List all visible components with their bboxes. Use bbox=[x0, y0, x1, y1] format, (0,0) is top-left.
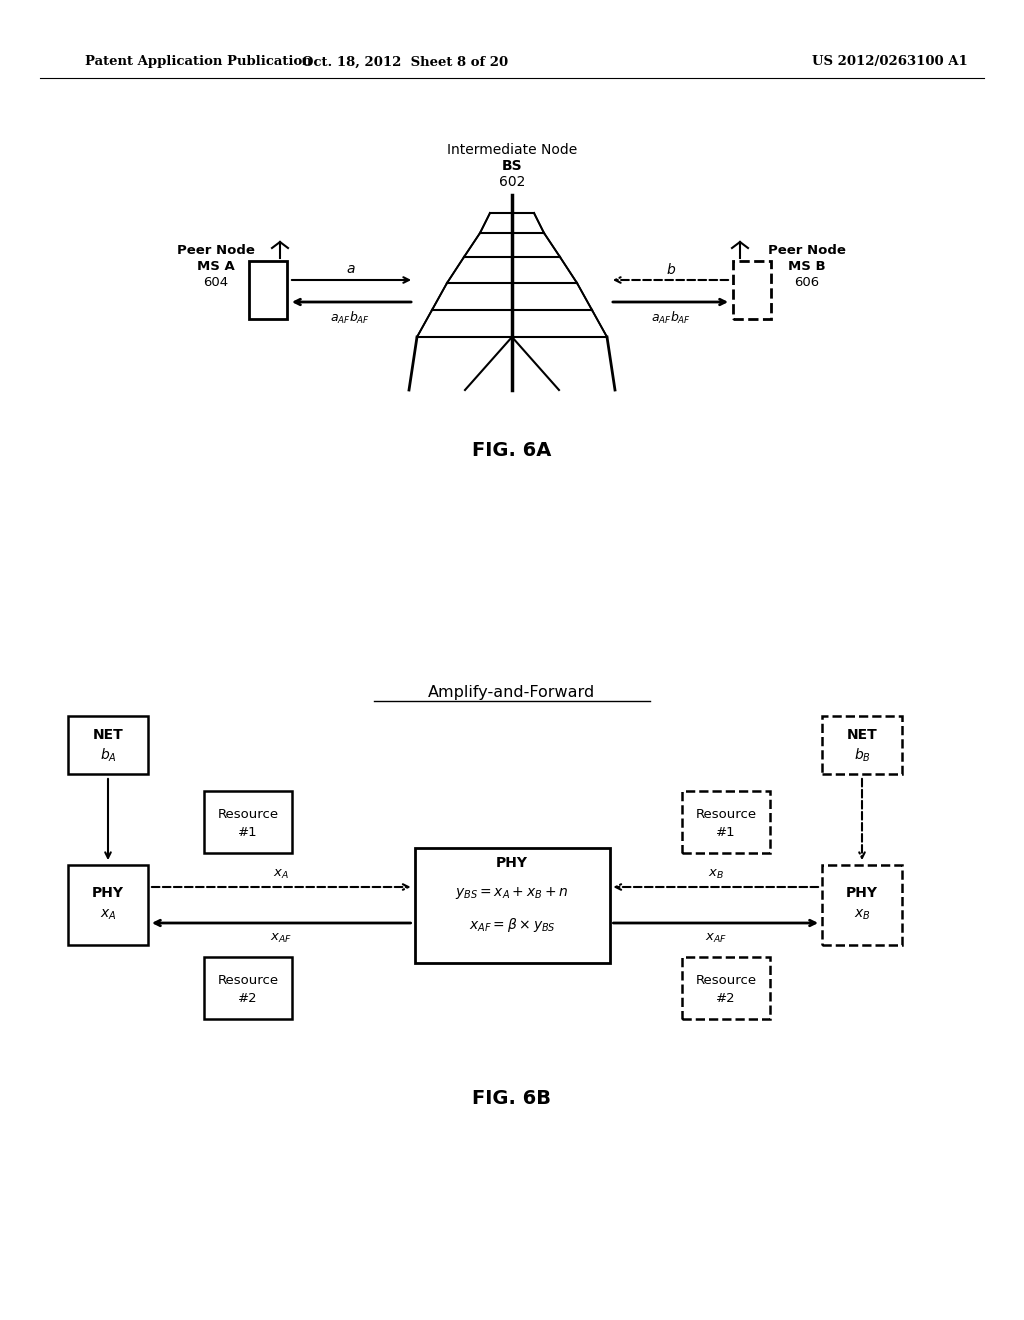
Text: MS B: MS B bbox=[788, 260, 825, 272]
Text: Peer Node: Peer Node bbox=[768, 243, 846, 256]
Bar bbox=[733, 261, 771, 319]
Text: $x_B$: $x_B$ bbox=[854, 908, 870, 923]
Text: $b_A$: $b_A$ bbox=[99, 746, 117, 764]
Text: Resource: Resource bbox=[695, 808, 757, 821]
Text: $x_{AF}$: $x_{AF}$ bbox=[705, 932, 727, 945]
Text: $x_B$: $x_B$ bbox=[708, 867, 724, 880]
Text: $b$: $b$ bbox=[667, 261, 677, 276]
Text: Resource: Resource bbox=[217, 974, 279, 986]
Text: 602: 602 bbox=[499, 176, 525, 189]
Text: #1: #1 bbox=[239, 825, 258, 838]
Bar bbox=[68, 715, 148, 774]
Bar bbox=[68, 865, 148, 945]
Text: $x_A$: $x_A$ bbox=[99, 908, 117, 923]
Text: #1: #1 bbox=[716, 825, 736, 838]
Text: #2: #2 bbox=[716, 991, 736, 1005]
Text: $a_{AF}b_{AF}$: $a_{AF}b_{AF}$ bbox=[331, 310, 371, 326]
Text: Patent Application Publication: Patent Application Publication bbox=[85, 55, 311, 69]
Bar bbox=[249, 261, 287, 319]
Text: MS A: MS A bbox=[198, 260, 234, 272]
Text: PHY: PHY bbox=[92, 886, 124, 900]
Text: $x_A$: $x_A$ bbox=[273, 867, 289, 880]
Text: $b_B$: $b_B$ bbox=[854, 746, 870, 764]
Text: US 2012/0263100 A1: US 2012/0263100 A1 bbox=[812, 55, 968, 69]
Bar bbox=[682, 957, 770, 1019]
Text: Peer Node: Peer Node bbox=[177, 243, 255, 256]
Bar bbox=[822, 865, 902, 945]
Text: $y_{BS} = x_A + x_B + n$: $y_{BS} = x_A + x_B + n$ bbox=[456, 884, 568, 902]
Text: NET: NET bbox=[847, 729, 878, 742]
Text: $a$: $a$ bbox=[346, 261, 355, 276]
Text: Amplify-and-Forward: Amplify-and-Forward bbox=[428, 685, 596, 701]
Text: Oct. 18, 2012  Sheet 8 of 20: Oct. 18, 2012 Sheet 8 of 20 bbox=[302, 55, 508, 69]
Bar bbox=[682, 791, 770, 853]
Text: NET: NET bbox=[92, 729, 123, 742]
Text: Intermediate Node: Intermediate Node bbox=[446, 143, 578, 157]
Text: PHY: PHY bbox=[496, 855, 528, 870]
Text: Resource: Resource bbox=[217, 808, 279, 821]
Bar bbox=[822, 715, 902, 774]
Text: PHY: PHY bbox=[846, 886, 878, 900]
Bar bbox=[204, 791, 292, 853]
Text: FIG. 6A: FIG. 6A bbox=[472, 441, 552, 459]
Text: $x_{AF} = \beta \times y_{BS}$: $x_{AF} = \beta \times y_{BS}$ bbox=[469, 916, 555, 935]
Text: $a_{AF}b_{AF}$: $a_{AF}b_{AF}$ bbox=[651, 310, 691, 326]
Text: BS: BS bbox=[502, 158, 522, 173]
Text: $x_{AF}$: $x_{AF}$ bbox=[270, 932, 292, 945]
Text: 606: 606 bbox=[795, 276, 819, 289]
Text: #2: #2 bbox=[239, 991, 258, 1005]
Bar bbox=[415, 847, 609, 962]
Text: 604: 604 bbox=[204, 276, 228, 289]
Text: Resource: Resource bbox=[695, 974, 757, 986]
Bar bbox=[204, 957, 292, 1019]
Text: FIG. 6B: FIG. 6B bbox=[472, 1089, 552, 1107]
